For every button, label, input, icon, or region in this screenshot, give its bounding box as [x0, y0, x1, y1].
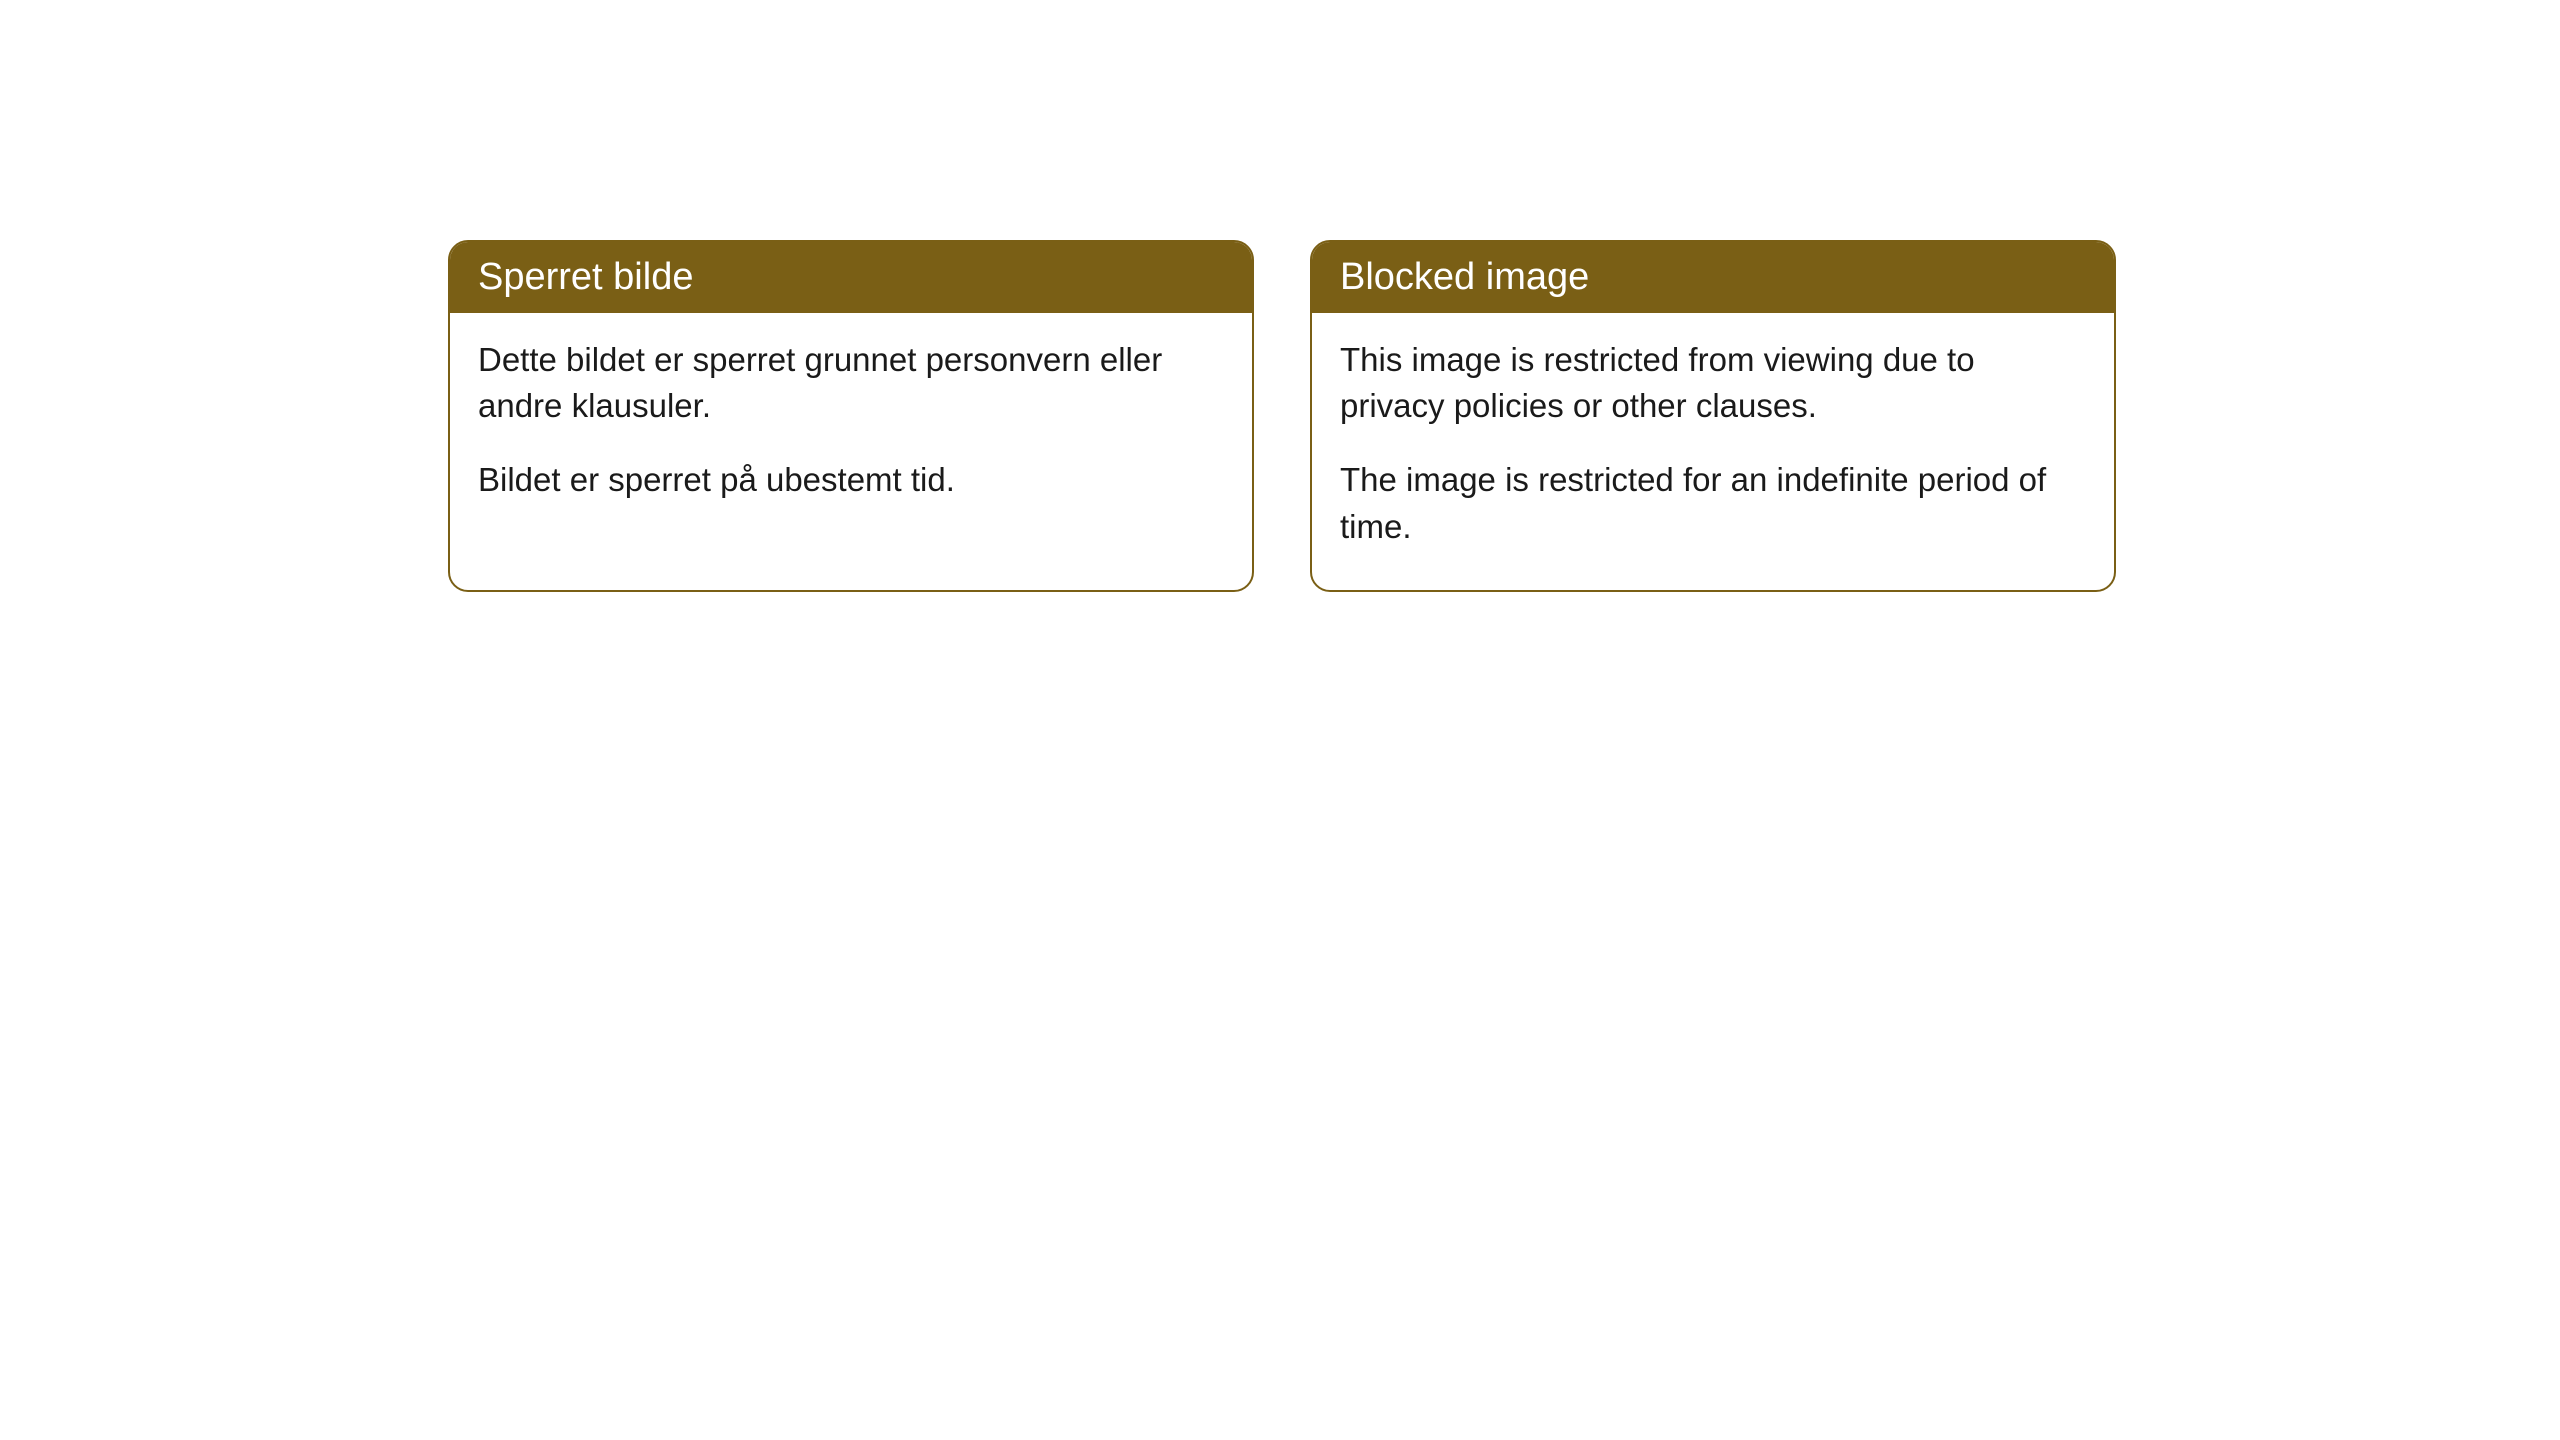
card-header: Blocked image	[1312, 242, 2114, 313]
card-title: Sperret bilde	[478, 256, 693, 298]
notice-cards-container: Sperret bilde Dette bildet er sperret gr…	[448, 240, 2116, 592]
card-paragraph: Dette bildet er sperret grunnet personve…	[478, 337, 1224, 429]
notice-card-english: Blocked image This image is restricted f…	[1310, 240, 2116, 592]
card-body: This image is restricted from viewing du…	[1312, 313, 2114, 590]
card-paragraph: The image is restricted for an indefinit…	[1340, 457, 2086, 549]
notice-card-norwegian: Sperret bilde Dette bildet er sperret gr…	[448, 240, 1254, 592]
card-title: Blocked image	[1340, 256, 1589, 298]
card-paragraph: This image is restricted from viewing du…	[1340, 337, 2086, 429]
card-header: Sperret bilde	[450, 242, 1252, 313]
card-paragraph: Bildet er sperret på ubestemt tid.	[478, 457, 1224, 503]
card-body: Dette bildet er sperret grunnet personve…	[450, 313, 1252, 544]
